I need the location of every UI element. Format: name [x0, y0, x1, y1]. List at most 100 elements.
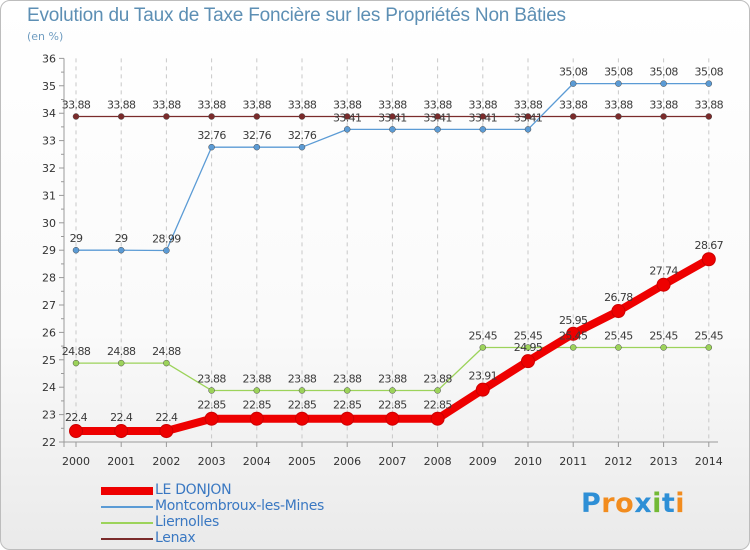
y-tick-label: 27 [42, 299, 56, 312]
data-label: 24.88 [107, 345, 136, 358]
data-label: 22.4 [65, 411, 88, 424]
data-point [521, 354, 535, 369]
data-point [430, 411, 445, 426]
data-point [660, 80, 667, 87]
data-label: 25.45 [604, 329, 633, 342]
data-label: 33.41 [469, 111, 498, 124]
x-tick-label: 2001 [107, 455, 135, 468]
data-label: 35.08 [559, 66, 588, 79]
data-point [705, 113, 713, 120]
data-point [434, 387, 441, 394]
data-label: 33.41 [423, 111, 452, 124]
data-point [249, 411, 264, 426]
data-point [208, 387, 215, 394]
x-tick-label: 2000 [62, 455, 90, 468]
data-point [434, 113, 441, 120]
legend-swatch [101, 538, 153, 540]
data-label: 22.85 [378, 399, 407, 412]
data-point [475, 382, 490, 397]
y-tick-label: 32 [42, 162, 56, 175]
data-point [204, 411, 219, 426]
data-point [660, 344, 667, 351]
data-point [343, 126, 351, 133]
data-label: 23.88 [197, 372, 226, 385]
data-point [569, 113, 577, 120]
data-label: 35.08 [604, 66, 633, 79]
data-label: 22.4 [155, 411, 178, 424]
data-label: 29 [70, 232, 83, 245]
data-point [298, 113, 306, 120]
data-point [298, 387, 306, 394]
y-tick-label: 30 [42, 217, 56, 230]
data-label: 33.88 [62, 98, 91, 111]
data-point [114, 424, 129, 439]
data-point [479, 126, 487, 133]
data-point [253, 387, 261, 394]
data-point [72, 113, 80, 120]
chart-title: Evolution du Taux de Taxe Foncière sur l… [27, 5, 566, 26]
legend-label: LE DONJON [155, 482, 232, 498]
y-tick-label: 28 [42, 272, 56, 285]
data-point [434, 126, 441, 133]
data-label: 33.88 [649, 98, 678, 111]
x-tick-label: 2005 [288, 455, 316, 468]
legend-label: Montcombroux-les-Mines [155, 498, 325, 514]
data-point [566, 326, 581, 341]
data-label: 33.88 [423, 98, 452, 111]
proxiti-logo: Proxiti [581, 488, 685, 519]
data-label: 33.88 [243, 98, 272, 111]
data-point [389, 387, 396, 394]
data-point [117, 359, 125, 367]
data-point [253, 113, 261, 120]
data-label: 25.45 [649, 329, 678, 342]
x-tick-label: 2013 [650, 455, 678, 468]
data-label: 22.85 [333, 399, 362, 412]
data-label: 33.41 [333, 111, 362, 124]
data-label: 33.88 [604, 98, 633, 111]
y-tick-label: 36 [42, 52, 56, 65]
data-point [569, 80, 577, 87]
data-label: 23.88 [243, 372, 272, 385]
x-tick-label: 2004 [243, 455, 271, 468]
legend-swatch [101, 522, 153, 524]
x-tick-label: 2009 [469, 455, 497, 468]
data-point [569, 344, 577, 351]
data-label: 25.95 [559, 314, 588, 327]
data-label: 24.88 [62, 345, 91, 358]
data-label: 33.88 [559, 98, 588, 111]
legend-label: Liernolles [155, 514, 219, 530]
data-point [298, 143, 306, 151]
x-tick-label: 2011 [559, 455, 587, 468]
logo-letter: i [652, 488, 662, 519]
data-label: 28.67 [695, 239, 724, 252]
data-point [389, 113, 396, 120]
data-label: 22.85 [197, 399, 226, 412]
data-label: 33.88 [152, 98, 181, 111]
data-label: 24.88 [152, 345, 181, 358]
data-label: 33.88 [107, 98, 136, 111]
data-label: 35.08 [649, 66, 678, 79]
data-label: 32.76 [288, 129, 317, 142]
x-tick-label: 2007 [378, 455, 406, 468]
data-point [295, 411, 309, 426]
y-tick-label: 35 [42, 80, 56, 93]
data-point [208, 143, 215, 151]
data-label: 27.74 [649, 265, 678, 278]
data-label: 33.41 [378, 111, 407, 124]
y-tick-label: 24 [42, 381, 56, 394]
data-label: 25.45 [469, 329, 498, 342]
data-point [253, 143, 261, 151]
data-point [615, 80, 622, 87]
data-label: 33.88 [378, 98, 407, 111]
x-tick-label: 2010 [514, 455, 542, 468]
data-point [208, 113, 215, 120]
data-label: 35.08 [695, 66, 724, 79]
data-label: 33.88 [197, 98, 226, 111]
data-label: 23.88 [378, 372, 407, 385]
logo-letter: t [661, 488, 676, 519]
y-tick-label: 25 [42, 354, 56, 367]
data-point [343, 387, 351, 394]
data-label: 29 [115, 232, 128, 245]
data-label: 22.4 [110, 411, 133, 424]
data-point [615, 113, 622, 120]
